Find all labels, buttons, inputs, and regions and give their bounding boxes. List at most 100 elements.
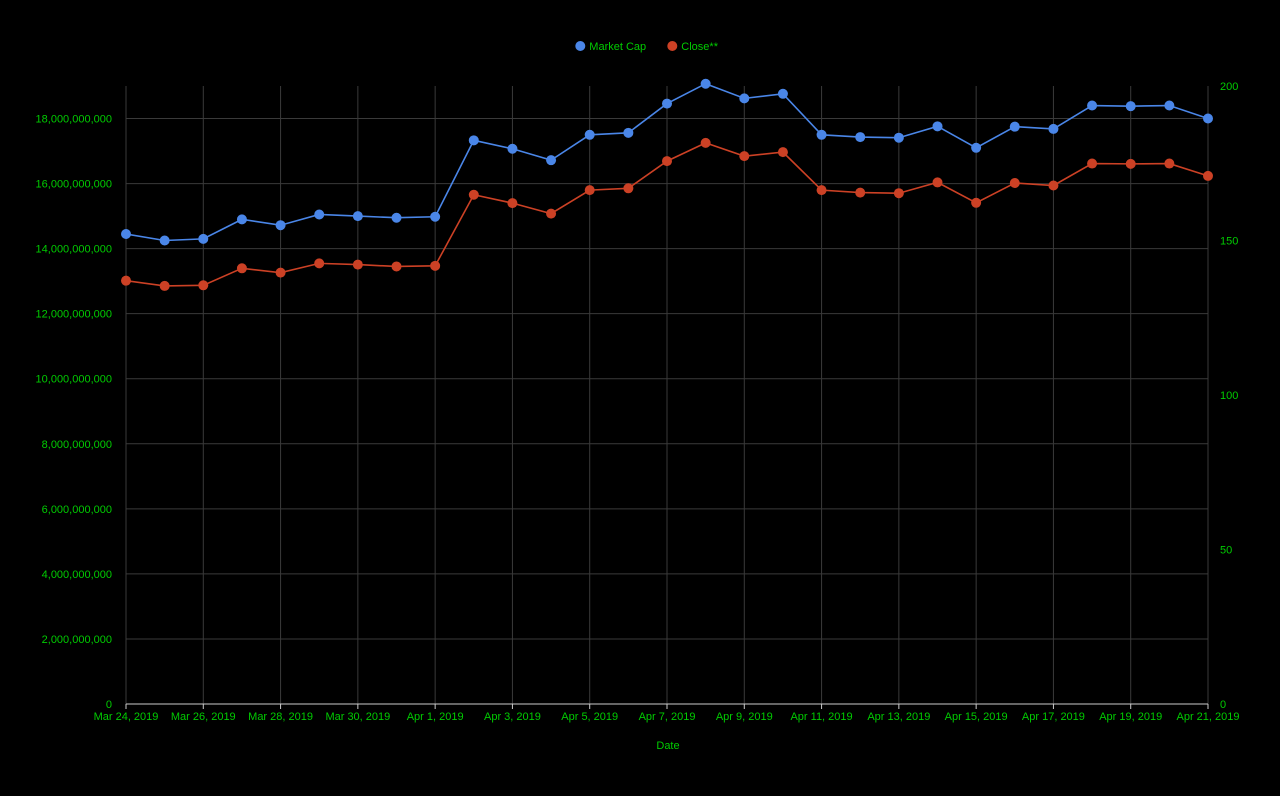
data-point bbox=[623, 183, 634, 194]
data-point bbox=[468, 135, 479, 146]
y-left-tick-label: 10,000,000,000 bbox=[36, 374, 112, 386]
data-point bbox=[777, 147, 788, 158]
data-point bbox=[121, 275, 131, 286]
data-point bbox=[1048, 123, 1059, 134]
data-point bbox=[546, 155, 557, 166]
data-point bbox=[893, 188, 904, 199]
y-right-tick-label: 50 bbox=[1220, 545, 1232, 557]
x-tick-label: Apr 15, 2019 bbox=[945, 711, 1008, 723]
y-left-tick-label: 18,000,000,000 bbox=[36, 114, 112, 126]
series-market-cap bbox=[121, 78, 1213, 246]
legend-marker bbox=[575, 41, 586, 51]
data-point bbox=[314, 209, 325, 220]
series-layer bbox=[121, 78, 1213, 291]
data-point bbox=[623, 127, 634, 138]
data-point bbox=[198, 280, 209, 291]
y-right-tick-label: 200 bbox=[1220, 81, 1238, 93]
data-point bbox=[1009, 121, 1020, 132]
x-tick-label: Apr 13, 2019 bbox=[867, 711, 930, 723]
data-point bbox=[1009, 178, 1020, 189]
data-point bbox=[159, 235, 170, 246]
data-point bbox=[468, 189, 479, 200]
legend-label: Close** bbox=[681, 41, 718, 53]
x-tick-label: Mar 24, 2019 bbox=[94, 711, 159, 723]
y-left-tick-label: 12,000,000,000 bbox=[36, 309, 112, 321]
x-tick-label: Mar 26, 2019 bbox=[171, 711, 236, 723]
data-point bbox=[546, 208, 557, 219]
data-point bbox=[121, 228, 131, 239]
x-axis-title: Date bbox=[656, 740, 679, 752]
data-point bbox=[971, 197, 982, 208]
data-point bbox=[584, 185, 595, 196]
grid bbox=[125, 86, 1209, 704]
legend: Market Cap Close** bbox=[575, 41, 719, 53]
data-point bbox=[700, 137, 711, 148]
data-point bbox=[1164, 158, 1175, 169]
legend-item: Close** bbox=[667, 41, 719, 53]
legend-item: Market Cap bbox=[575, 41, 646, 53]
y-right-tick-label: 150 bbox=[1220, 236, 1238, 248]
y-right-tick-label: 100 bbox=[1220, 390, 1238, 402]
data-point bbox=[159, 280, 170, 291]
data-point bbox=[198, 233, 209, 244]
data-point bbox=[391, 261, 402, 272]
data-point bbox=[971, 142, 982, 153]
x-tick-label: Apr 1, 2019 bbox=[407, 711, 464, 723]
data-point bbox=[1048, 180, 1059, 191]
data-point bbox=[1125, 101, 1136, 112]
x-tick-label: Apr 19, 2019 bbox=[1099, 711, 1162, 723]
data-point bbox=[430, 260, 441, 271]
y-right-tick-label: 0 bbox=[1220, 699, 1226, 711]
y-left-tick-label: 2,000,000,000 bbox=[42, 634, 112, 646]
data-point bbox=[584, 129, 595, 140]
y-left-tick-label: 6,000,000,000 bbox=[42, 504, 112, 516]
x-tick-label: Mar 28, 2019 bbox=[248, 711, 313, 723]
data-point bbox=[1087, 158, 1098, 169]
data-point bbox=[275, 267, 286, 278]
y-left-tick-label: 8,000,000,000 bbox=[42, 439, 112, 451]
data-point bbox=[1164, 100, 1175, 111]
x-tick-label: Apr 7, 2019 bbox=[639, 711, 696, 723]
data-point bbox=[662, 156, 672, 167]
data-point bbox=[932, 177, 943, 188]
data-point bbox=[739, 93, 750, 104]
data-point bbox=[700, 78, 711, 89]
data-point bbox=[507, 198, 518, 209]
x-tick-label: Apr 21, 2019 bbox=[1177, 711, 1240, 723]
data-point bbox=[236, 214, 247, 225]
data-point bbox=[739, 151, 750, 162]
data-point bbox=[275, 220, 286, 231]
data-point bbox=[1087, 100, 1098, 111]
data-point bbox=[352, 259, 363, 270]
y-left-tick-label: 14,000,000,000 bbox=[36, 244, 112, 256]
data-point bbox=[1125, 158, 1136, 169]
data-point bbox=[855, 187, 866, 198]
data-point bbox=[507, 143, 518, 154]
data-point bbox=[430, 211, 441, 222]
y-left-tick-label: 16,000,000,000 bbox=[36, 179, 112, 191]
data-point bbox=[1203, 113, 1213, 124]
x-tick-label: Apr 17, 2019 bbox=[1022, 711, 1085, 723]
series-close bbox=[121, 137, 1213, 291]
x-tick-label: Mar 30, 2019 bbox=[325, 711, 390, 723]
data-point bbox=[391, 212, 402, 223]
x-tick-label: Apr 9, 2019 bbox=[716, 711, 773, 723]
x-tick-label: Apr 3, 2019 bbox=[484, 711, 541, 723]
data-point bbox=[777, 88, 788, 99]
x-tick-label: Apr 11, 2019 bbox=[790, 711, 852, 723]
data-point bbox=[1203, 170, 1213, 181]
data-point bbox=[932, 121, 943, 132]
x-tick-label: Apr 5, 2019 bbox=[561, 711, 618, 723]
data-point bbox=[816, 185, 827, 196]
data-point bbox=[662, 98, 672, 109]
axes: 0 2,000,000,000 4,000,000,000 6,000,000,000… bbox=[36, 81, 1240, 723]
data-point bbox=[816, 129, 827, 140]
legend-label: Market Cap bbox=[589, 41, 646, 53]
y-left-tick-label: 4,000,000,000 bbox=[42, 569, 112, 581]
data-point bbox=[314, 258, 325, 269]
legend-marker bbox=[667, 41, 678, 51]
data-point bbox=[855, 132, 866, 143]
data-point bbox=[352, 211, 363, 222]
